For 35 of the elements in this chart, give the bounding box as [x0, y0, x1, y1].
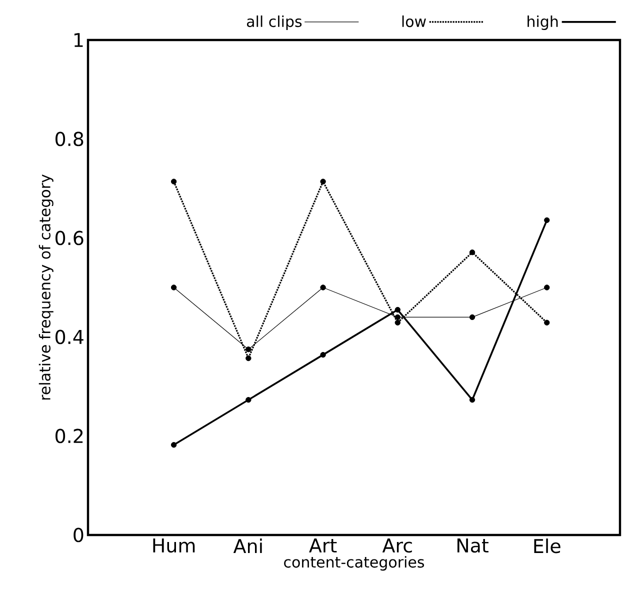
point [320, 284, 326, 290]
y-tick-label: 0.4 [56, 330, 84, 344]
point [394, 314, 400, 320]
legend-label: all clips [246, 15, 302, 30]
x-tick-label: Nat [457, 538, 488, 553]
y-tick-label: 1 [74, 33, 83, 47]
x-tick-label: Ani [233, 538, 262, 553]
point [544, 217, 550, 224]
point [320, 178, 326, 184]
y-tick-label: 0.2 [56, 428, 83, 444]
x-tick-label: Art [309, 538, 337, 552]
point [469, 249, 476, 256]
y-tick-label: 0.6 [56, 230, 84, 246]
point [544, 320, 550, 326]
y-axis-title: relative frequency of category [38, 174, 54, 400]
point [170, 178, 177, 184]
legend-label: low [402, 15, 426, 28]
point [469, 314, 476, 320]
point [246, 346, 252, 352]
point [170, 442, 177, 448]
y-tick-label: 0 [74, 528, 84, 542]
x-tick-label: Arc [382, 538, 412, 553]
point [394, 306, 400, 313]
point [246, 355, 252, 362]
point [170, 284, 177, 290]
point [246, 397, 252, 403]
point [394, 320, 400, 326]
point [469, 397, 476, 403]
y-tick-label: 0.8 [56, 132, 84, 146]
x-tick-label: Hum [153, 538, 195, 553]
x-tick-label: Ele [534, 538, 560, 554]
x-axis-title: content-categories [284, 556, 424, 571]
point [544, 284, 550, 290]
point [320, 352, 326, 358]
legend-label: high [528, 15, 558, 30]
